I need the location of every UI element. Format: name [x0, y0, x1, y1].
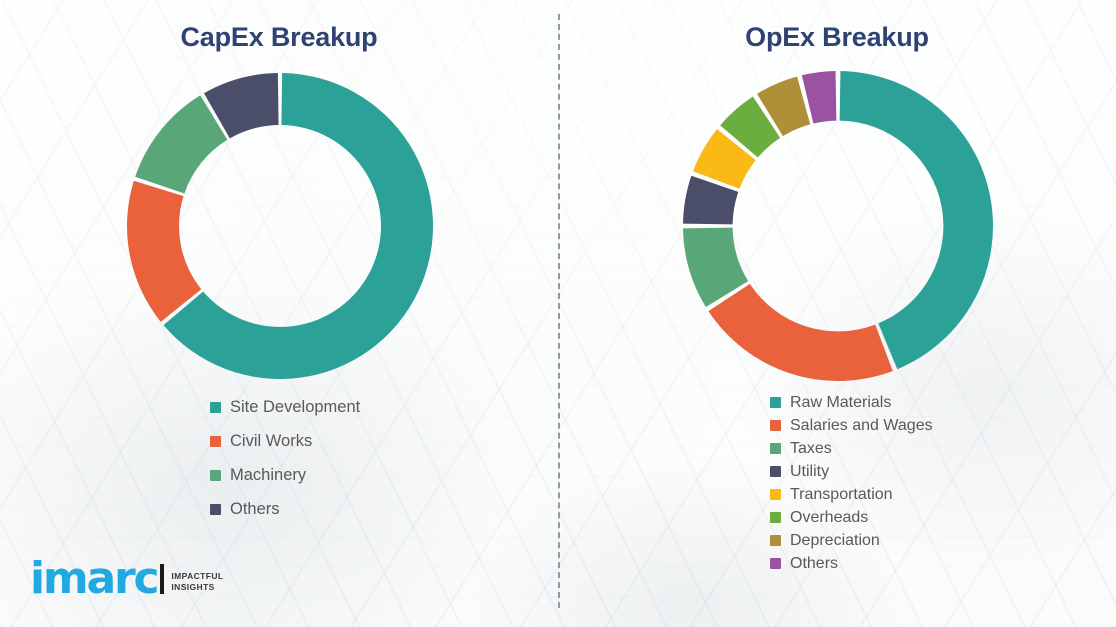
- legend-swatch-icon: [770, 489, 781, 500]
- legend-item[interactable]: Machinery: [210, 458, 360, 492]
- opex-donut-chart: [683, 71, 993, 382]
- opex-panel: OpEx Breakup Raw Materials Salaries and W…: [558, 0, 1116, 627]
- legend-item-label: Utility: [790, 462, 830, 480]
- legend-item-label: Depreciation: [790, 531, 880, 549]
- donut-slice: [203, 73, 279, 139]
- legend-item[interactable]: Taxes: [770, 437, 933, 460]
- opex-title: OpEx Breakup: [745, 22, 929, 52]
- capex-panel: CapEx Breakup Site Development Civil Work…: [126, 22, 434, 526]
- capex-donut-svg: [126, 73, 434, 379]
- donut-slice: [839, 71, 993, 370]
- capex-donut-chart: [126, 73, 434, 379]
- donut-slice: [683, 227, 749, 307]
- legend-item-label: Machinery: [230, 465, 307, 484]
- legend-swatch-icon: [770, 397, 781, 408]
- legend-item[interactable]: Salaries and Wages: [770, 414, 933, 437]
- donut-slice: [693, 129, 756, 189]
- legend-swatch-icon: [770, 535, 781, 546]
- legend-swatch-icon: [770, 466, 781, 477]
- donut-slice: [720, 96, 781, 158]
- legend-swatch-icon: [210, 401, 221, 413]
- donut-slice: [708, 283, 893, 382]
- donut-slice: [135, 95, 228, 194]
- legend-item[interactable]: Others: [770, 552, 933, 575]
- legend-item[interactable]: Transportation: [770, 483, 933, 506]
- donut-slice: [126, 180, 202, 322]
- donut-slice: [757, 76, 811, 137]
- donut-slice: [163, 73, 434, 379]
- capex-title: CapEx Breakup: [180, 22, 378, 52]
- logo-tagline-line2: INSIGHTS: [171, 582, 215, 592]
- opex-legend: Raw Materials Salaries and Wages Taxes Util…: [770, 391, 933, 575]
- legend-swatch-icon: [770, 420, 781, 431]
- donut-slice: [683, 175, 739, 225]
- legend-item-label: Overheads: [790, 508, 869, 526]
- legend-item-label: Salaries and Wages: [790, 416, 933, 434]
- logo-wordmark: imarc: [30, 553, 160, 604]
- legend-item[interactable]: Depreciation: [770, 529, 933, 552]
- legend-swatch-icon: [770, 512, 781, 523]
- legend-swatch-icon: [770, 443, 781, 454]
- legend-item-label: Taxes: [790, 439, 832, 457]
- panel-divider: [558, 14, 560, 608]
- logo-tagline: IMPACTFUL INSIGHTS: [171, 571, 223, 593]
- donut-slice: [801, 71, 837, 124]
- opex-donut-svg: [683, 71, 993, 382]
- logo-wordmark-group: imarc IMPACTFUL INSIGHTS: [30, 553, 223, 604]
- legend-item[interactable]: Raw Materials: [770, 391, 933, 414]
- legend-swatch-icon: [210, 469, 221, 481]
- capex-legend: Site Development Civil Works Machinery Othe…: [210, 390, 360, 526]
- legend-item-label: Transportation: [790, 485, 893, 503]
- legend-item[interactable]: Overheads: [770, 506, 933, 529]
- imarc-logo: imarc IMPACTFUL INSIGHTS: [30, 553, 223, 604]
- legend-item[interactable]: Site Development: [210, 390, 360, 424]
- legend-item-label: Raw Materials: [790, 393, 892, 411]
- legend-item-label: Others: [790, 554, 839, 572]
- logo-tagline-line1: IMPACTFUL: [171, 571, 224, 581]
- legend-item-label: Civil Works: [230, 431, 313, 450]
- legend-item-label: Site Development: [230, 397, 361, 416]
- legend-item[interactable]: Others: [210, 492, 360, 526]
- legend-item[interactable]: Utility: [770, 460, 933, 483]
- logo-divider-bar: [160, 564, 165, 594]
- legend-item[interactable]: Civil Works: [210, 424, 360, 458]
- legend-swatch-icon: [210, 435, 221, 447]
- legend-swatch-icon: [210, 503, 221, 515]
- legend-swatch-icon: [770, 558, 781, 569]
- legend-item-label: Others: [230, 499, 280, 518]
